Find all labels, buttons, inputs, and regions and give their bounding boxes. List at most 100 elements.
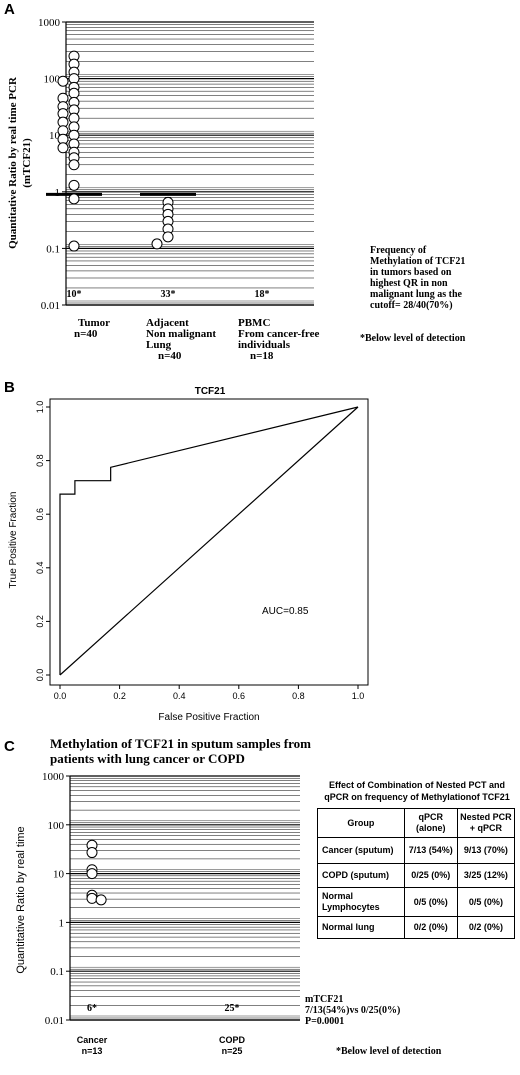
x-tick-label: 0.6 <box>233 691 246 701</box>
cell: 7/13 (54%) <box>403 837 458 864</box>
plot-frame <box>49 398 369 686</box>
y-tick-label: 1 <box>59 917 65 929</box>
category-label: n=25 <box>222 1046 243 1056</box>
cell: 0/5 (0%) <box>456 887 516 917</box>
header-nested: Nested PCR + qPCR <box>456 808 516 838</box>
panel-label: A <box>4 1 15 18</box>
lod-label: 25* <box>225 1003 240 1014</box>
chart-title: TCF21 <box>195 386 226 397</box>
lod-label: 10* <box>67 289 82 300</box>
table-row: Normal Lymphocytes 0/5 (0%) 0/5 (0%) <box>317 887 516 917</box>
table-row: Normal lung 0/2 (0%) 0/2 (0%) <box>317 916 516 939</box>
category-label: Lung <box>146 339 172 351</box>
cell-text: Normal <box>322 891 354 901</box>
category-label: Non malignant <box>146 328 216 340</box>
header-text: Group <box>347 817 375 828</box>
cell: 3/25 (12%) <box>456 863 516 888</box>
panel-a: A 1000 100 10 1 0.1 0.01 Quantitative Ratio by … <box>4 1 466 362</box>
annotation-text: in tumors based on <box>370 267 452 278</box>
category-label: individuals <box>238 339 291 351</box>
annotation-text: Methylation of TCF21 <box>370 256 465 267</box>
footnote: *Below level of detection <box>336 1046 442 1057</box>
lod-label: 33* <box>161 289 176 300</box>
lod-label: 6* <box>87 1003 97 1014</box>
y-tick-label: 0.6 <box>35 508 45 521</box>
cell: Cancer (sputum) <box>317 837 405 864</box>
cell-text: Lymphocytes <box>322 902 380 912</box>
data-point <box>86 892 98 904</box>
annotation-text: P=0.0001 <box>305 1016 344 1027</box>
data-point <box>57 75 69 87</box>
panel-c: C Methylation of TCF21 in sputum samples … <box>4 736 442 1057</box>
table-row: Cancer (sputum) 7/13 (54%) 9/13 (70%) <box>317 837 516 864</box>
y-tick-label: 0.4 <box>35 562 45 575</box>
data-point <box>68 240 80 252</box>
chart-title: Methylation of TCF21 in sputum samples f… <box>50 736 311 751</box>
y-axis-label: True Positive Fraction <box>8 492 19 589</box>
category-label: n=40 <box>158 350 182 362</box>
annotation-text: highest QR in non <box>370 278 448 289</box>
cell: 0/2 (0%) <box>403 916 458 939</box>
y-tick-label: 0.8 <box>35 454 45 467</box>
roc-curve <box>59 406 359 675</box>
cell: 0/25 (0%) <box>403 863 458 888</box>
category-label: Cancer <box>77 1035 108 1045</box>
chart-title: patients with lung cancer or COPD <box>50 751 245 766</box>
header-text: Nested PCR <box>460 812 512 822</box>
annotation-text: mTCF21 <box>305 994 343 1005</box>
x-tick-label: 0.4 <box>173 691 186 701</box>
annotation-text: cutoff= 28/40(70%) <box>370 300 453 311</box>
y-tick-label: 0.1 <box>46 243 60 255</box>
table-title-line: Effect of Combination of Nested PCT and <box>328 780 505 790</box>
data-point <box>68 179 80 191</box>
data-point <box>162 231 174 243</box>
y-tick-label: 0.2 <box>35 615 45 628</box>
y-tick-label: 1000 <box>42 771 65 783</box>
table-title: Effect of Combination of Nested PCT and … <box>316 779 518 803</box>
category-label: n=18 <box>250 350 274 362</box>
table-title-line: qPCR on frequency of Methylationof TCF21 <box>324 792 510 802</box>
data-point <box>95 894 107 906</box>
y-tick-label: 0.01 <box>45 1015 64 1027</box>
y-tick-label: 0.1 <box>50 966 64 978</box>
data-point <box>68 193 80 205</box>
methylation-table: Group qPCR (alone) Nested PCR + qPCR Cance… <box>317 808 516 939</box>
panel-b: B TCF21 0.0 0.2 0.4 0.6 0.8 1.0 0.0 0.2 0.4 0.6 0.8 1… <box>4 379 369 723</box>
y-axis-label: Quantitative Ratio by real time PCR <box>7 76 19 249</box>
y-tick-label: 1.0 <box>35 401 45 414</box>
y-tick-label: 0.01 <box>41 300 60 312</box>
cell: Normal Lymphocytes <box>317 887 405 917</box>
panel-label: C <box>4 738 15 755</box>
lod-label: 18* <box>255 289 270 300</box>
cell: 9/13 (70%) <box>456 837 516 864</box>
y-axis-label: (mTCF21) <box>21 138 33 188</box>
table-header-row: Group qPCR (alone) Nested PCR + qPCR <box>317 808 516 838</box>
category-label: Tumor <box>78 317 110 329</box>
header-group: Group <box>317 808 405 838</box>
x-tick-label: 0.0 <box>54 691 67 701</box>
y-tick-label: 100 <box>44 74 61 86</box>
cell: 0/5 (0%) <box>403 887 458 917</box>
category-label: Adjacent <box>146 317 189 329</box>
data-point <box>57 142 69 154</box>
annotation-text: Frequency of <box>370 245 427 256</box>
header-text: (alone) <box>416 823 446 833</box>
cell: COPD (sputum) <box>317 863 405 888</box>
data-point <box>151 238 163 250</box>
y-tick-label: 10 <box>49 130 61 142</box>
category-label: COPD <box>219 1035 246 1045</box>
footnote: *Below level of detection <box>360 333 466 344</box>
x-tick-label: 1.0 <box>352 691 365 701</box>
y-tick-label: 1 <box>55 187 61 199</box>
cell: Normal lung <box>317 916 405 939</box>
panel-label: B <box>4 379 15 396</box>
annotation-text: 7/13(54%)vs 0/25(0%) <box>305 1005 400 1016</box>
y-tick-label: 1000 <box>38 17 61 29</box>
x-tick-label: 0.8 <box>292 691 305 701</box>
category-label: n=13 <box>82 1046 103 1056</box>
data-point <box>86 847 98 859</box>
header-qpcr: qPCR (alone) <box>403 808 458 838</box>
header-text: qPCR <box>418 812 444 822</box>
reference-line <box>59 406 359 676</box>
